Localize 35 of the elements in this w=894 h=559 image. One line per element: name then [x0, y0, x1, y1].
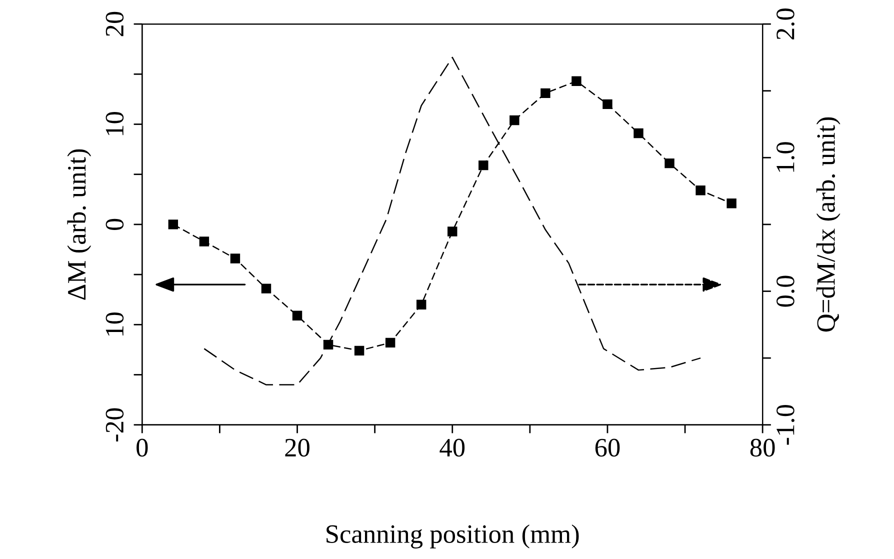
- y-tick-label: 0: [106, 218, 124, 230]
- point: [696, 186, 706, 196]
- x-tick-label: 0: [136, 438, 148, 457]
- point: [385, 338, 396, 348]
- x-axis-title: Scanning position (mm): [326, 524, 579, 548]
- point: [664, 158, 674, 168]
- y-tick-label: 10: [106, 112, 124, 136]
- point: [416, 300, 426, 310]
- point: [634, 128, 644, 138]
- y2-tick-label: 1.0: [776, 142, 794, 172]
- point: [261, 284, 272, 294]
- point: [726, 198, 736, 208]
- y-tick-label: 20: [106, 12, 124, 36]
- point: [572, 76, 582, 86]
- y2-tick-label: 0.0: [776, 276, 794, 307]
- y2-axis-title: Q=dM/dx (arb. unit): [816, 117, 840, 332]
- x-tick-label: 20: [285, 438, 310, 457]
- point: [540, 88, 550, 98]
- x-tick-label: 80: [750, 438, 775, 457]
- y2-tick-label: -1.0: [776, 404, 794, 445]
- point: [292, 310, 302, 320]
- y-tick-label: 10: [106, 312, 124, 336]
- point: [199, 236, 210, 246]
- point: [354, 346, 364, 356]
- point: [510, 115, 520, 126]
- point: [602, 99, 612, 110]
- point: [478, 160, 488, 170]
- x-tick-label: 40: [440, 438, 465, 457]
- point: [448, 226, 458, 236]
- point: [168, 220, 178, 230]
- point: [230, 254, 240, 264]
- x-tick-label: 60: [595, 438, 620, 457]
- y-tick-label: -20: [106, 408, 124, 442]
- y-axis-title: ΔM (arb. unit): [67, 149, 92, 300]
- y2-tick-label: 2.0: [776, 8, 794, 40]
